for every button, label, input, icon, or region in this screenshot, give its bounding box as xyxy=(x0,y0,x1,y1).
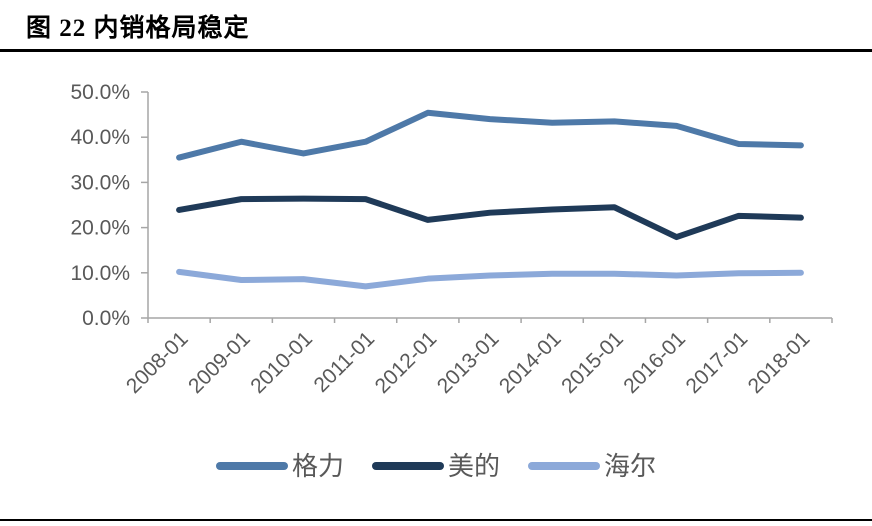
x-axis-label: 2013-01 xyxy=(433,327,504,398)
legend-label-haier: 海尔 xyxy=(604,451,657,481)
x-axis-label: 2014-01 xyxy=(495,327,566,398)
legend-swatch-haier xyxy=(528,462,600,471)
legend-label-gree: 格力 xyxy=(291,451,344,481)
x-axis-label: 2018-01 xyxy=(744,327,815,398)
legend-swatch-midea xyxy=(371,462,444,471)
x-axis-label: 2009-01 xyxy=(184,327,255,398)
figure-title: 图 22 内销格局稳定 xyxy=(26,15,250,42)
y-axis-label: 20.0% xyxy=(70,217,130,240)
x-axis-label: 2011-01 xyxy=(310,327,380,397)
bottom-rule xyxy=(0,519,872,521)
title-underline xyxy=(0,49,872,52)
y-axis-label: 30.0% xyxy=(70,171,130,194)
y-axis-label: 50.0% xyxy=(70,81,130,104)
legend-swatch-gree xyxy=(215,462,288,471)
legend-item-midea: 美的 xyxy=(371,451,500,481)
legend-item-haier: 海尔 xyxy=(528,452,656,481)
y-axis-label: 0.0% xyxy=(82,307,130,330)
series-line-3 xyxy=(176,268,804,290)
legend-label-midea: 美的 xyxy=(447,451,500,481)
x-axis-label: 2010-01 xyxy=(246,327,317,398)
x-axis-label: 2015-01 xyxy=(557,327,628,398)
legend-item-gree: 格力 xyxy=(215,451,344,481)
x-axis-label: 2016-01 xyxy=(619,327,690,398)
y-axis-label: 10.0% xyxy=(70,262,130,285)
x-axis-label: 2017-01 xyxy=(681,327,752,398)
y-axis-label: 40.0% xyxy=(70,126,130,149)
x-axis-label: 2008-01 xyxy=(122,327,193,398)
series-line-1 xyxy=(176,109,804,161)
series-line-2 xyxy=(176,195,804,241)
x-axis-label: 2012-01 xyxy=(371,327,442,398)
chart-legend: 格力 美的 海尔 xyxy=(0,452,872,481)
axis-lines xyxy=(147,92,832,319)
